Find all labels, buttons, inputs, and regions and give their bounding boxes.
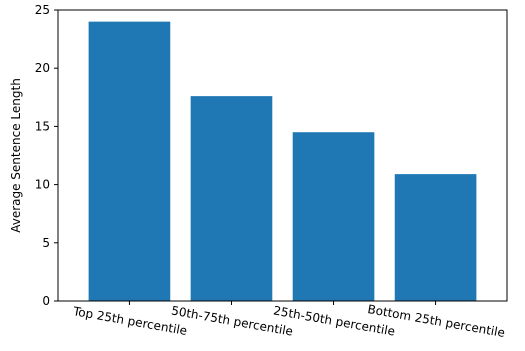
plot-frame <box>57 9 508 302</box>
x-tick-label: Top 25th percentile <box>71 304 188 338</box>
bar <box>394 174 477 301</box>
y-tick-label: 10 <box>35 178 50 192</box>
bar <box>190 96 273 301</box>
bar <box>292 132 375 301</box>
bar <box>88 21 171 301</box>
y-tick-label: 25 <box>35 3 50 17</box>
plot-area: 0 5 10 15 20 25 Top 25th percentile50th-75th … <box>35 3 508 340</box>
y-tick-label: 20 <box>35 61 50 75</box>
y-axis-ticks: 0 5 10 15 20 25 <box>35 3 58 308</box>
y-axis-label: Average Sentence Length <box>9 78 23 233</box>
bars-group <box>88 21 477 301</box>
y-tick-label: 0 <box>42 294 50 308</box>
y-tick-label: 15 <box>35 119 50 133</box>
y-tick-label: 5 <box>42 236 50 250</box>
